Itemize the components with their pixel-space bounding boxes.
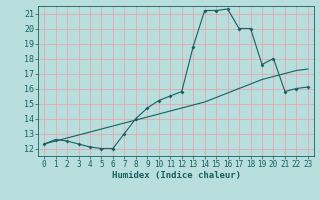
X-axis label: Humidex (Indice chaleur): Humidex (Indice chaleur) xyxy=(111,171,241,180)
